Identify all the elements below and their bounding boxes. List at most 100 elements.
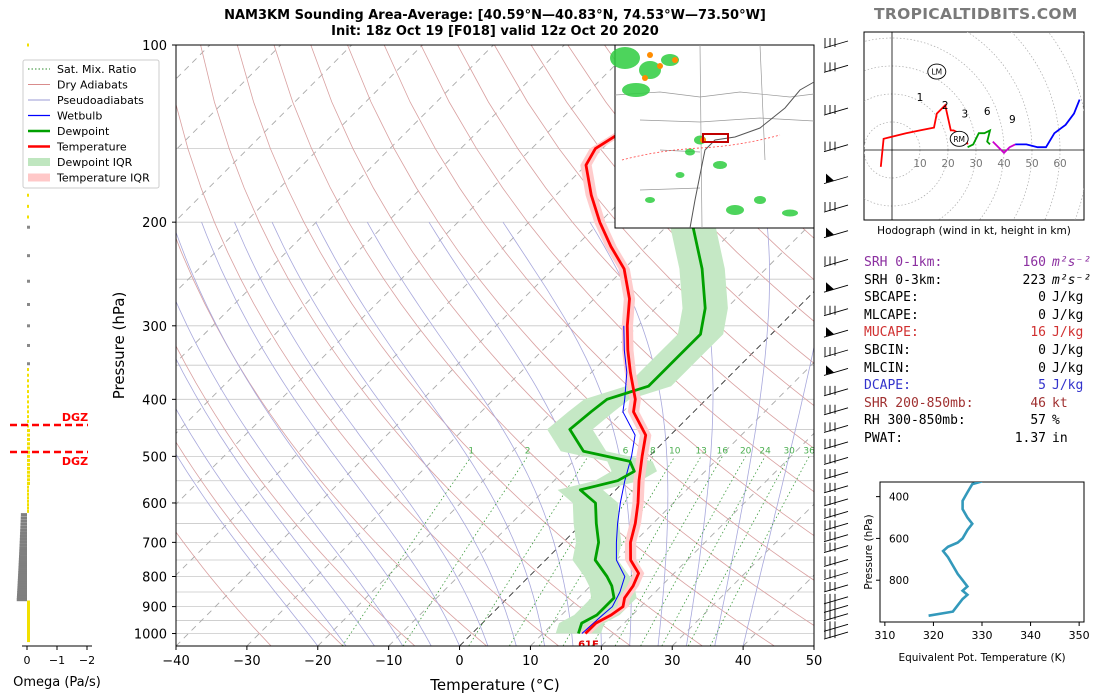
dry-adiabat <box>494 45 814 407</box>
wind-barb <box>823 593 849 605</box>
omega-bar <box>27 478 30 482</box>
stat-row: SHR 200-850mb: 46 kt <box>864 395 1100 413</box>
omega-bar <box>27 474 30 478</box>
omega-bar <box>27 254 30 258</box>
isotherm <box>176 45 352 222</box>
barb-pennant <box>826 173 834 183</box>
barb-staff <box>823 230 849 239</box>
hodograph-trace <box>992 140 1016 155</box>
pseudoadiabat <box>742 345 814 646</box>
theta-e-trace <box>928 482 983 617</box>
barb-staff <box>823 522 849 531</box>
theta-e-y-label: Pressure (hPa) <box>863 514 875 589</box>
stat-unit: m²s⁻² <box>1052 255 1092 270</box>
omega-bar <box>27 489 29 493</box>
dry-adiabat <box>200 45 631 646</box>
omega-bar <box>18 563 27 567</box>
stat-row: MLCIN: 0 J/kg <box>864 360 1100 378</box>
omega-bar <box>27 470 30 474</box>
wind-barb <box>823 531 849 543</box>
theta-e-x-label: Equivalent Pot. Temperature (K) <box>898 652 1065 664</box>
omega-bar <box>27 302 30 306</box>
omega-bar <box>18 571 27 575</box>
isotherm <box>459 290 814 646</box>
barb-staff <box>823 485 849 494</box>
theta-e-frame <box>879 481 1085 623</box>
dry-adiabat <box>176 345 416 646</box>
omega-bar <box>27 466 30 470</box>
wind-barb <box>823 38 849 49</box>
theta-e-panel: 310 320 330 340 350 400 600 800 Equivalent Pot. … <box>863 481 1090 664</box>
omega-bar <box>27 481 30 485</box>
barb-staff <box>823 64 849 73</box>
omega-bar <box>27 611 30 615</box>
dry-adiabat <box>347 45 814 581</box>
wind-barb <box>823 105 849 116</box>
barb-staff <box>823 534 849 543</box>
x-axis-label: Temperature (°C) <box>429 676 559 694</box>
omega-bar <box>27 225 30 229</box>
stat-label: PWAT: <box>864 430 904 446</box>
pseudoadiabat <box>201 222 460 646</box>
x-tick-label: −10 <box>375 654 402 669</box>
dry-adiabat <box>530 45 814 364</box>
wind-barb <box>823 629 849 640</box>
pseudoadiabat <box>176 453 319 646</box>
omega-tick-label: −2 <box>79 654 95 667</box>
stat-value: 160 <box>1022 255 1046 270</box>
omega-bar <box>27 616 30 620</box>
barb-staff <box>823 107 849 116</box>
omega-bar <box>27 492 29 496</box>
stat-label: SRH 0-1km: <box>864 255 943 270</box>
legend-swatch <box>28 158 50 166</box>
x-tick-label: 0 <box>455 654 463 669</box>
barb-staff <box>823 407 849 416</box>
omega-bar <box>17 583 27 587</box>
omega-tick-label: −1 <box>49 654 65 667</box>
omega-bar <box>27 605 30 609</box>
stat-value: 46 <box>1030 395 1046 411</box>
wind-barb <box>823 141 849 153</box>
stat-label: MLCAPE: <box>864 307 919 323</box>
stat-value: 16 <box>1030 325 1046 341</box>
barb-pennant <box>826 282 834 292</box>
omega-bar <box>19 552 27 556</box>
stat-label: SBCIN: <box>864 342 911 358</box>
barb-staff <box>823 367 849 376</box>
omega-bar <box>20 525 27 529</box>
dgz-label: DGZ <box>62 411 88 424</box>
stat-unit: J/kg <box>1052 307 1084 323</box>
mixing-ratio-label: 24 <box>759 446 771 456</box>
y-tick-label: 800 <box>142 570 167 585</box>
y-tick-label: 700 <box>142 536 167 551</box>
y-tick-label: 500 <box>142 450 167 465</box>
dewpoint-line <box>568 45 764 634</box>
omega-tick-label: 0 <box>24 654 31 667</box>
barb-staff <box>823 471 849 480</box>
legend-label: Dewpoint <box>57 125 110 138</box>
stat-unit: % <box>1052 413 1060 429</box>
hodograph-ring-label: 10 <box>913 158 926 170</box>
dry-adiabat <box>236 45 703 646</box>
omega-bar <box>27 618 30 622</box>
skewt-axes: −40 −30 −20 −10 0 10 20 30 40 50 1000 900 800 700 600 5… <box>110 39 822 694</box>
hodograph-ring-label: 20 <box>941 158 954 170</box>
pseudoadiabat <box>176 408 347 646</box>
stat-label: SBCAPE: <box>864 290 919 306</box>
barb-staff <box>823 425 849 433</box>
radar-echo-heavy <box>672 57 678 63</box>
theta-e-x-tick-label: 350 <box>1069 629 1090 642</box>
mixing-ratio-label: 2 <box>525 446 531 456</box>
radar-echo <box>782 209 798 217</box>
mixing-ratio-label: 8 <box>650 446 656 456</box>
hodograph-ring-label: 40 <box>997 158 1010 170</box>
omega-bar <box>27 368 29 372</box>
stat-label: DCAPE: <box>864 378 911 394</box>
mixing-ratio-line <box>687 456 790 646</box>
wind-barbs <box>823 38 849 640</box>
omega-bar <box>27 607 30 611</box>
omega-bar <box>27 633 30 637</box>
mixing-ratio-label: 30 <box>783 446 795 456</box>
omega-bar <box>27 390 29 394</box>
barb-staff <box>823 40 849 49</box>
